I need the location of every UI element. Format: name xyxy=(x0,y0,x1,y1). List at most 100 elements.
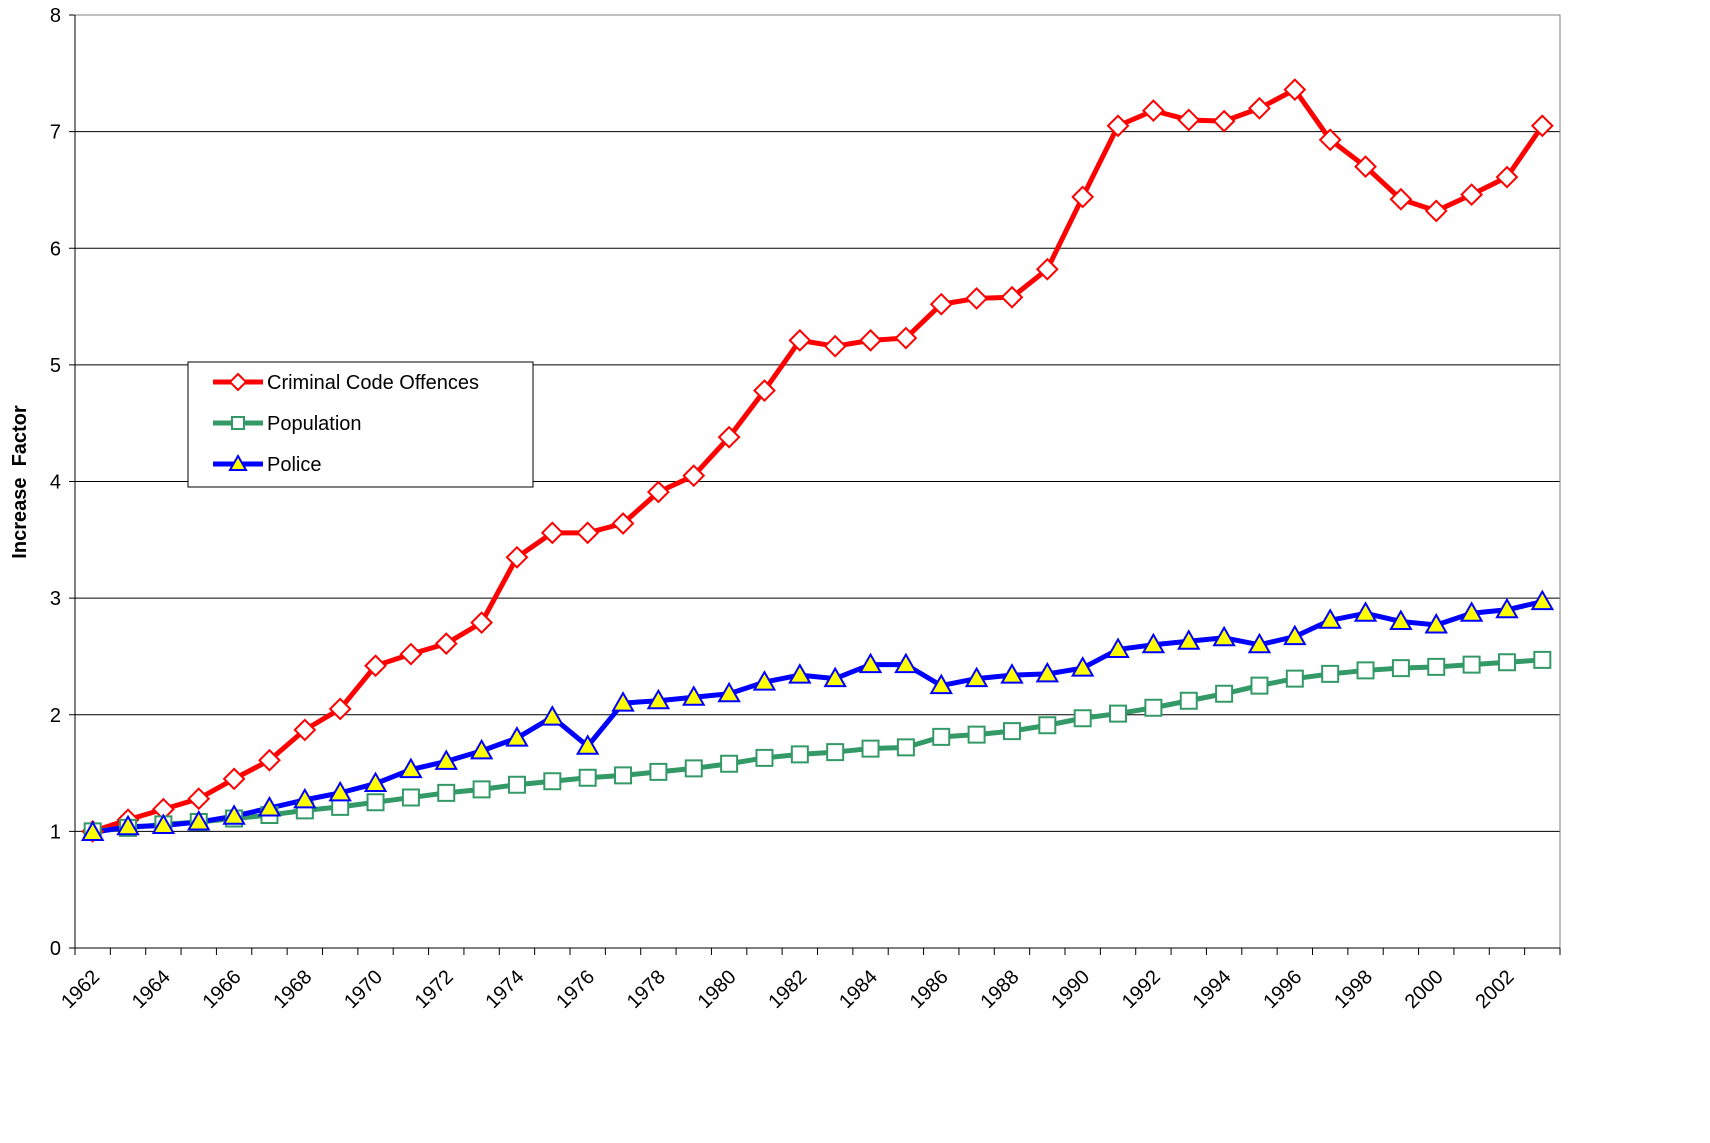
marker xyxy=(1530,114,1554,138)
marker xyxy=(858,652,883,674)
marker xyxy=(1070,656,1095,677)
y-axis-label: Increase Factor xyxy=(9,405,31,559)
marker xyxy=(1424,199,1448,223)
marker xyxy=(505,545,529,569)
y-tick-label: 0 xyxy=(50,938,61,960)
marker xyxy=(1389,609,1413,630)
legend-label: Criminal Code Offences xyxy=(267,372,479,394)
x-tick-label: 1994 xyxy=(1189,966,1236,1013)
marker xyxy=(1177,629,1201,650)
x-tick-label: 1968 xyxy=(269,966,316,1013)
marker xyxy=(1391,659,1410,678)
marker xyxy=(649,762,668,781)
marker xyxy=(1177,108,1201,132)
legend-symbol xyxy=(231,416,245,430)
marker xyxy=(1000,285,1024,309)
marker xyxy=(366,793,385,812)
marker xyxy=(1460,183,1484,207)
legend-symbol xyxy=(228,372,248,392)
marker xyxy=(434,749,458,770)
marker xyxy=(364,654,387,678)
marker xyxy=(437,783,456,802)
x-tick-label: 1978 xyxy=(623,966,670,1013)
marker xyxy=(859,328,882,352)
legend-marker xyxy=(231,416,245,430)
marker xyxy=(1462,655,1481,674)
marker xyxy=(401,788,420,807)
marker xyxy=(540,521,564,545)
marker xyxy=(1283,624,1307,646)
marker xyxy=(1000,663,1024,684)
marker xyxy=(752,670,777,691)
marker xyxy=(293,718,317,742)
y-tick-label: 8 xyxy=(50,5,61,27)
marker xyxy=(576,521,600,545)
marker xyxy=(399,757,423,779)
marker xyxy=(328,697,352,721)
marker xyxy=(1212,625,1236,647)
x-tick-label: 1966 xyxy=(199,966,246,1013)
x-tick-label: 1964 xyxy=(128,966,175,1013)
marker xyxy=(1495,597,1519,619)
x-tick-label: 1984 xyxy=(835,966,882,1013)
x-tick-label: 2002 xyxy=(1471,966,1518,1013)
marker xyxy=(1530,589,1555,611)
x-tick-label: 1962 xyxy=(57,966,104,1013)
marker xyxy=(1215,684,1234,703)
marker xyxy=(682,685,706,706)
y-tick-label: 3 xyxy=(50,588,61,610)
y-tick-label: 1 xyxy=(50,821,61,843)
marker xyxy=(1497,653,1516,672)
marker xyxy=(507,775,526,794)
marker xyxy=(1283,78,1307,102)
marker xyxy=(861,739,880,758)
y-tick-label: 2 xyxy=(50,705,61,727)
marker xyxy=(1002,722,1021,741)
marker xyxy=(964,666,989,688)
marker xyxy=(1354,155,1377,179)
marker xyxy=(575,734,600,755)
marker xyxy=(1141,99,1165,123)
marker xyxy=(929,673,953,695)
marker xyxy=(717,681,741,703)
marker xyxy=(1035,257,1059,281)
marker xyxy=(151,813,176,835)
marker xyxy=(578,768,597,787)
marker xyxy=(720,754,739,773)
x-tick-label: 1998 xyxy=(1330,966,1377,1013)
marker xyxy=(965,286,989,310)
marker xyxy=(755,748,774,767)
marker xyxy=(187,810,211,831)
legend-marker xyxy=(228,453,248,471)
marker xyxy=(543,772,562,791)
marker xyxy=(1248,96,1271,120)
marker xyxy=(1353,601,1378,622)
marker xyxy=(614,766,633,785)
marker xyxy=(1318,128,1342,152)
marker xyxy=(434,632,458,656)
x-tick-label: 1972 xyxy=(411,966,458,1013)
marker xyxy=(1144,698,1163,717)
marker xyxy=(293,787,317,809)
marker xyxy=(894,652,918,674)
marker xyxy=(1495,165,1519,189)
marker xyxy=(1073,709,1092,728)
x-tick-label: 1986 xyxy=(906,966,953,1013)
marker xyxy=(540,705,565,726)
marker xyxy=(1427,657,1446,676)
marker xyxy=(1318,608,1342,629)
marker xyxy=(1459,601,1484,622)
legend-label: Population xyxy=(267,413,362,435)
marker xyxy=(505,726,529,747)
marker xyxy=(1106,637,1130,658)
marker xyxy=(894,326,918,350)
marker xyxy=(363,771,388,793)
x-tick-label: 1976 xyxy=(552,966,599,1013)
marker xyxy=(1035,661,1060,683)
marker xyxy=(258,748,281,772)
marker xyxy=(1321,664,1340,683)
y-tick-label: 6 xyxy=(50,238,61,260)
marker xyxy=(328,780,352,802)
legend-symbol xyxy=(228,453,248,471)
